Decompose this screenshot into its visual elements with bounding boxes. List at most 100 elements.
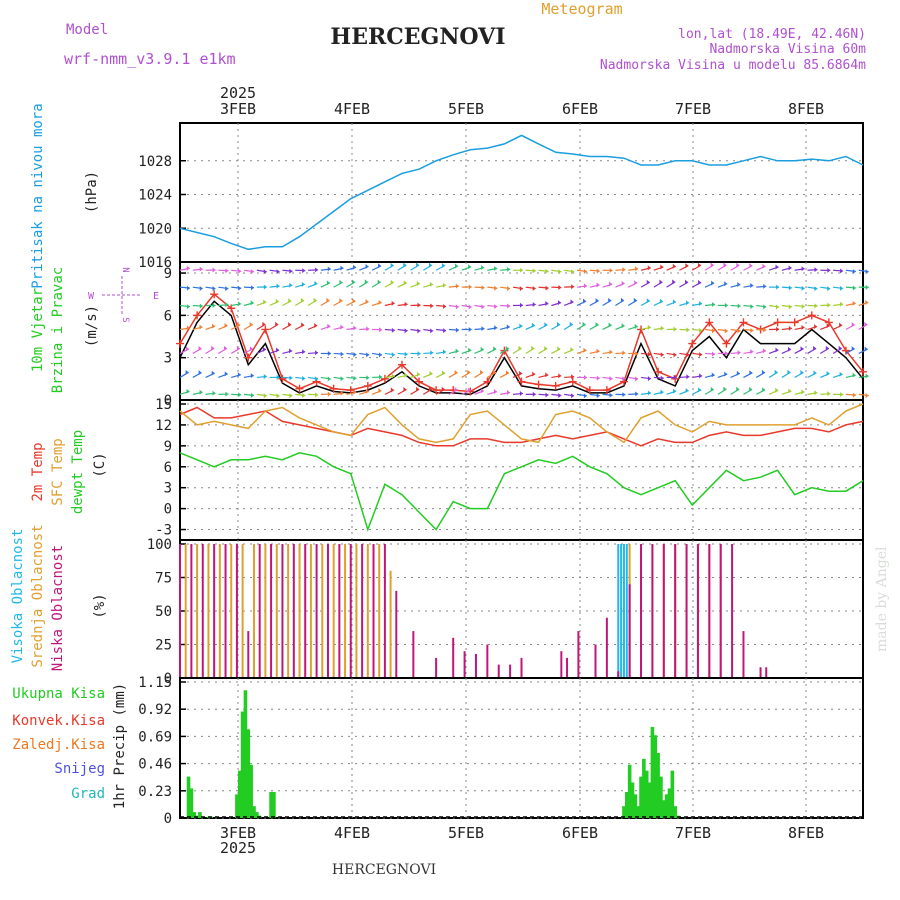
gust-marker bbox=[295, 384, 304, 393]
wind-barb-head bbox=[443, 349, 447, 355]
wind-barb-head bbox=[531, 345, 535, 351]
wind-barb-head bbox=[647, 376, 651, 382]
precip-unit: 1hr Precip (mm) bbox=[112, 683, 128, 809]
date-label-top: 7FEB bbox=[675, 100, 711, 118]
wind-barb-head bbox=[558, 285, 562, 291]
tick-label: 25 bbox=[155, 638, 172, 654]
wind-barb-head bbox=[737, 350, 741, 356]
wind-barb-head bbox=[199, 285, 203, 291]
wind-barb-head bbox=[519, 323, 523, 329]
wind-barb-head bbox=[851, 346, 855, 352]
wind-barb-head bbox=[558, 373, 562, 379]
wind-barb-head bbox=[327, 351, 331, 357]
wind-barb-head bbox=[507, 303, 511, 309]
wind-barb-head bbox=[774, 369, 778, 375]
tick-label: -3 bbox=[155, 523, 172, 539]
precip-bar bbox=[664, 794, 669, 818]
precip-legend-item: Ukupna Kisa bbox=[12, 686, 105, 702]
wind-barb-head bbox=[404, 301, 408, 307]
tick-label: 75 bbox=[155, 571, 172, 587]
model-name: wrf-nmm_v3.9.1 e1km bbox=[64, 50, 236, 68]
wind-barb-head bbox=[531, 322, 535, 328]
series-line bbox=[179, 300, 864, 396]
tick-label: 1.15 bbox=[138, 675, 172, 691]
wind-barb-head bbox=[571, 374, 575, 380]
wind-barb-head bbox=[699, 352, 703, 358]
wind-barb-head bbox=[851, 322, 855, 328]
wind-barb-head bbox=[864, 346, 868, 352]
wind-barb-head bbox=[788, 325, 792, 331]
wind-barb-head bbox=[211, 345, 215, 351]
gust-marker bbox=[790, 318, 799, 327]
pressure-label: Pritisak na nivou mora bbox=[30, 103, 46, 288]
tick-label: 0.23 bbox=[138, 784, 172, 800]
gust-marker bbox=[807, 311, 816, 320]
footer-title: HERCEGNOVI bbox=[332, 862, 436, 878]
wind-barb-head bbox=[699, 373, 703, 379]
wind-barb-head bbox=[288, 298, 292, 304]
panel-frame bbox=[179, 122, 864, 263]
gust-marker bbox=[859, 367, 867, 376]
precip-bar bbox=[636, 806, 640, 818]
wind-barb-head bbox=[236, 345, 240, 351]
wind-barb-head bbox=[723, 386, 727, 392]
compass-n: N bbox=[120, 267, 130, 272]
wind-barb-head bbox=[238, 285, 242, 291]
temp-unit: (C) bbox=[92, 452, 108, 477]
wind-barb-head bbox=[800, 369, 804, 375]
wind-barb-head bbox=[275, 321, 279, 327]
wind-barb-head bbox=[711, 328, 715, 334]
wind-barb-head bbox=[583, 298, 587, 304]
wind-barb-head bbox=[404, 328, 408, 334]
wind-barb-head bbox=[262, 321, 266, 327]
wind-barb-head bbox=[621, 323, 625, 329]
date-axis-bottom: 3FEB 4FEB 5FEB 6FEB 7FEB 8FEB bbox=[220, 824, 824, 842]
wind-barb-head bbox=[455, 348, 459, 354]
date-label-bottom: 7FEB bbox=[675, 824, 711, 842]
wind-barb-head bbox=[840, 268, 844, 274]
series-line bbox=[179, 452, 864, 532]
wind-barb-head bbox=[570, 347, 574, 353]
axis-labels: Pritisak na nivou mora (hPa) 10m Vjetar Brz… bbox=[10, 103, 159, 809]
wind-barb-head bbox=[225, 286, 229, 292]
wind-barb-head bbox=[454, 369, 458, 375]
wind-barb-head bbox=[506, 390, 510, 396]
wind-barb-head bbox=[353, 352, 357, 358]
wind-barb-head bbox=[493, 346, 497, 352]
wind-barb-head bbox=[545, 285, 549, 291]
wind-barb-head bbox=[249, 321, 253, 327]
wind-barb-head bbox=[429, 281, 433, 287]
wind-barb-head bbox=[404, 372, 408, 378]
wind-barb-head bbox=[288, 321, 292, 327]
wind-barb-head bbox=[186, 388, 190, 394]
wind-barb-head bbox=[544, 322, 548, 328]
wind-barb-head bbox=[776, 326, 780, 332]
wind-barb-head bbox=[609, 267, 613, 273]
wind-barb-head bbox=[494, 285, 498, 291]
wind-barb-head bbox=[736, 370, 740, 376]
dewpt-label: dewpt Temp bbox=[70, 430, 86, 514]
precip-bar bbox=[661, 800, 666, 818]
precip-bar bbox=[243, 690, 248, 818]
precip-legend-item: Konvek.Kisa bbox=[12, 713, 105, 729]
wind-barb-head bbox=[352, 298, 356, 304]
wind-barb-head bbox=[570, 299, 574, 305]
gust-marker bbox=[585, 386, 594, 395]
wind-barb-head bbox=[659, 279, 663, 285]
precip-bar bbox=[673, 806, 677, 818]
wind-barb-head bbox=[635, 391, 639, 397]
wind-barb-head bbox=[711, 280, 715, 286]
date-label-bottom: 8FEB bbox=[788, 824, 824, 842]
wind-barb-head bbox=[763, 283, 767, 289]
wind-barb-head bbox=[455, 304, 459, 310]
wind-barb-head bbox=[750, 349, 754, 355]
wind-barb-head bbox=[302, 376, 306, 382]
wind-barb-head bbox=[186, 265, 190, 271]
wind-barb-head bbox=[761, 369, 765, 375]
tick-label: 100 bbox=[147, 537, 172, 553]
wind-barb-head bbox=[775, 347, 779, 353]
gust-marker bbox=[534, 380, 543, 389]
wind-barb-head bbox=[455, 327, 459, 333]
wind-barb-head bbox=[840, 301, 844, 307]
wind-barb-head bbox=[366, 352, 370, 358]
